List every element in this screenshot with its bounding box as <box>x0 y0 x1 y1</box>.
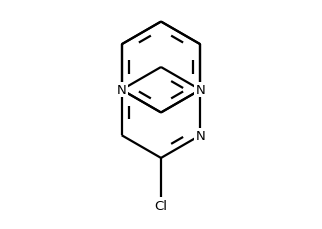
Text: Cl: Cl <box>155 199 167 212</box>
Text: N: N <box>195 84 205 97</box>
Text: N: N <box>117 84 127 97</box>
Text: N: N <box>195 129 205 142</box>
